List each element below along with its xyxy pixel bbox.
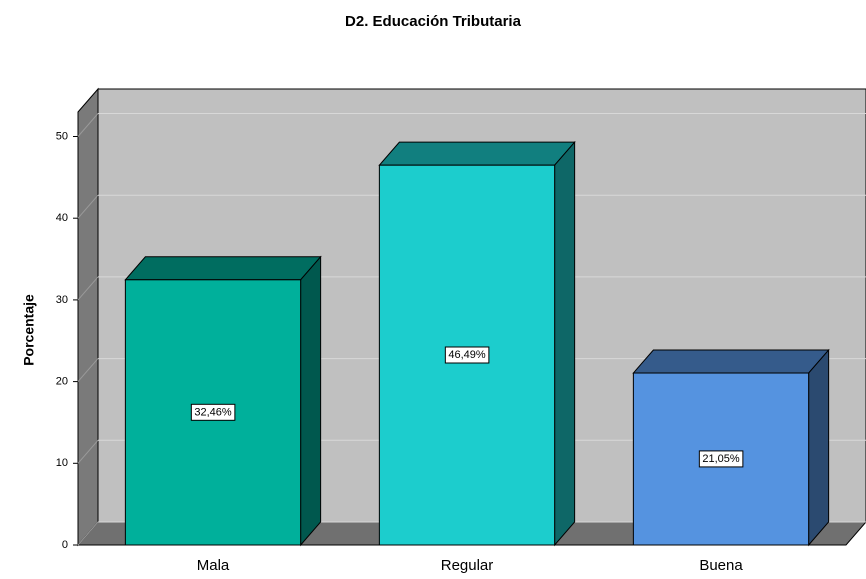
x-tick-label: Mala (197, 557, 230, 574)
value-label-box (444, 346, 490, 364)
x-tick-label: Regular (441, 557, 494, 574)
chart-title: D2. Educación Tributaria (345, 13, 522, 30)
value-label-box (190, 403, 236, 421)
grid-line-side (77, 276, 99, 301)
y-tick-label: 50 (56, 130, 68, 142)
x-tick-label: Buena (699, 557, 743, 574)
grid-line-side (77, 194, 99, 219)
y-tick-label: 20 (56, 376, 68, 388)
grid-line-side (77, 358, 99, 382)
left-wall (77, 87, 99, 547)
y-tick-label: 40 (56, 212, 68, 224)
bar-top (632, 349, 830, 374)
value-label-box (698, 450, 744, 468)
bar-side (808, 348, 830, 547)
bar-top (124, 256, 322, 281)
y-tick-label: 30 (56, 294, 68, 306)
bar-top (378, 141, 576, 166)
value-label: 21,05% (702, 453, 740, 465)
bar-side (300, 255, 322, 547)
value-label: 46,49% (448, 349, 486, 361)
grid-line-side (77, 439, 99, 464)
y-tick-label: 10 (56, 457, 68, 469)
y-tick-label: 0 (62, 539, 68, 551)
y-axis-label: Porcentaje (21, 294, 37, 366)
grid-line-side (77, 113, 99, 137)
grid-line-side (77, 521, 99, 546)
bar-side (554, 140, 576, 547)
value-label: 32,46% (194, 406, 232, 418)
